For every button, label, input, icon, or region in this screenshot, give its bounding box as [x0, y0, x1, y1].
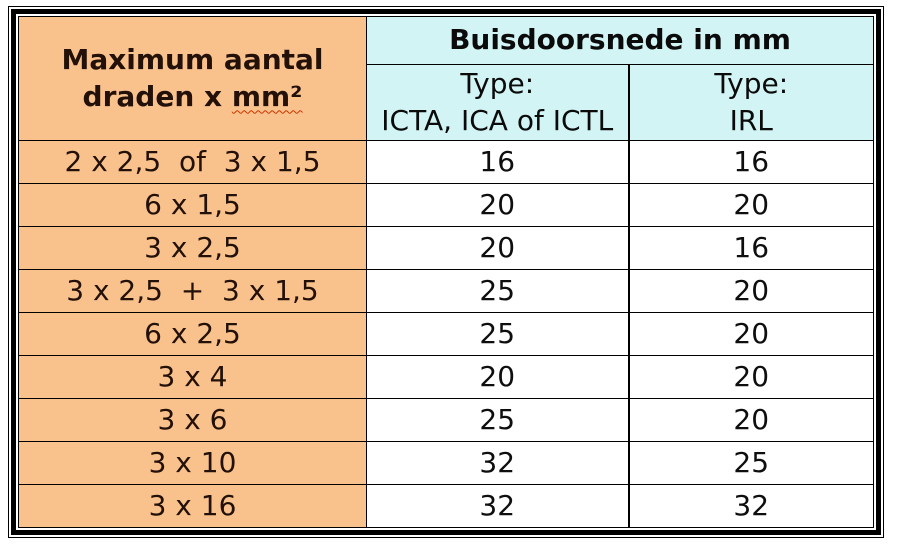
row-group-header-mm2: mm²: [231, 79, 303, 113]
table-row: 3 x 2,5 + 3 x 1,5 25 20: [18, 269, 874, 313]
cell-irl: 20: [627, 355, 874, 399]
row-label: 6 x 2,5: [18, 312, 367, 356]
table-row: 2 x 2,5 of 3 x 1,5 16 16: [18, 140, 874, 184]
subheader-icta-line2: ICTA, ICA of ICTL: [381, 103, 614, 137]
row-label: 3 x 10: [18, 441, 367, 485]
table-row: 3 x 6 25 20: [18, 398, 874, 442]
row-label: 3 x 2,5: [18, 226, 367, 270]
table-inner-frame: Maximum aantal draden x mm² Buisdoorsned…: [11, 9, 881, 535]
cell-irl: 20: [627, 312, 874, 356]
table-row: 6 x 1,5 20 20: [18, 183, 874, 227]
table-row: 6 x 2,5 25 20: [18, 312, 874, 356]
table-row: 3 x 4 20 20: [18, 355, 874, 399]
row-label: 3 x 16: [18, 484, 367, 528]
cell-irl: 20: [627, 269, 874, 313]
header-row-1: Maximum aantal draden x mm² Buisdoorsned…: [18, 16, 874, 141]
cell-irl: 16: [627, 226, 874, 270]
cell-irl: 20: [627, 183, 874, 227]
row-group-header-line2-prefix: draden x: [82, 79, 232, 113]
conduit-size-table: Maximum aantal draden x mm² Buisdoorsned…: [18, 16, 874, 528]
row-label: 2 x 2,5 of 3 x 1,5: [18, 140, 367, 184]
row-group-header-line1: Maximum aantal: [61, 43, 324, 77]
cell-icta: 20: [366, 183, 629, 227]
table-row: 3 x 2,5 20 16: [18, 226, 874, 270]
row-label: 6 x 1,5: [18, 183, 367, 227]
table-row: 3 x 10 32 25: [18, 441, 874, 485]
row-label: 3 x 6: [18, 398, 367, 442]
cell-irl: 25: [627, 441, 874, 485]
cell-icta: 16: [366, 140, 629, 184]
cell-icta: 32: [366, 484, 629, 528]
cell-icta: 25: [366, 312, 629, 356]
subheader-irl-line2: IRL: [729, 103, 773, 137]
row-group-header: Maximum aantal draden x mm²: [18, 16, 367, 141]
subheader-icta-line1: Type:: [460, 67, 535, 101]
cell-irl: 16: [627, 140, 874, 184]
subheader-irl-line1: Type:: [714, 67, 789, 101]
cell-icta: 32: [366, 441, 629, 485]
header-row-2: Type: ICTA, ICA of ICTL Type: IRL: [19, 64, 874, 141]
table-outer-frame: Maximum aantal draden x mm² Buisdoorsned…: [8, 6, 884, 538]
cell-icta: 20: [366, 355, 629, 399]
table-row: 3 x 16 32 32: [18, 484, 874, 528]
cell-irl: 20: [627, 398, 874, 442]
row-label: 3 x 4: [18, 355, 367, 399]
cell-icta: 25: [366, 269, 629, 313]
row-label: 3 x 2,5 + 3 x 1,5: [18, 269, 367, 313]
cell-icta: 20: [366, 226, 629, 270]
col-group-header: Buisdoorsnede in mm: [366, 16, 874, 65]
cell-icta: 25: [366, 398, 629, 442]
subheader-irl: Type: IRL: [627, 64, 874, 141]
cell-irl: 32: [627, 484, 874, 528]
subheader-icta: Type: ICTA, ICA of ICTL: [366, 64, 629, 141]
